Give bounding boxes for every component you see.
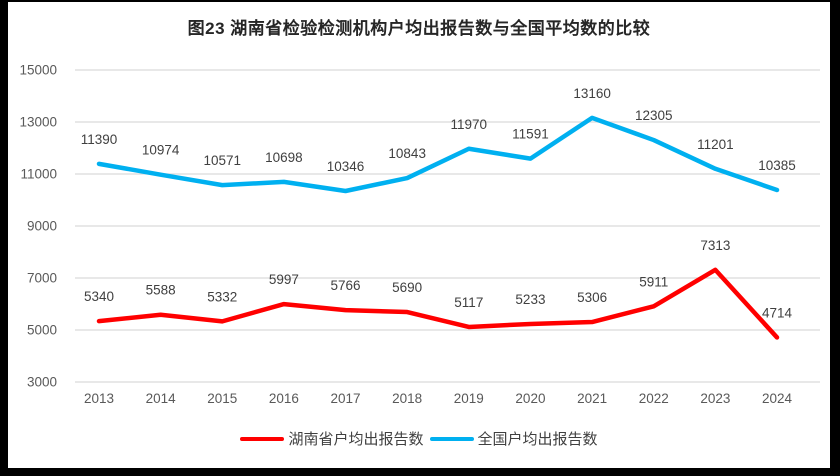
- legend-line-swatch-blue: [429, 436, 474, 441]
- x-axis-tick-label: 2018: [392, 391, 422, 406]
- chart-title: 图23 湖南省检验检测机构户均出报告数与全国平均数的比较: [187, 19, 651, 38]
- x-axis-tick-label: 2024: [762, 391, 793, 406]
- x-axis-tick-label: 2013: [84, 391, 114, 406]
- y-axis-tick-label: 7000: [27, 271, 57, 286]
- data-label: 5588: [146, 283, 176, 298]
- data-label: 10698: [265, 150, 303, 165]
- y-axis-tick-label: 3000: [27, 375, 57, 390]
- data-label: 10571: [203, 153, 241, 168]
- data-label: 5766: [331, 278, 361, 293]
- y-axis-tick-label: 5000: [27, 323, 57, 338]
- data-label: 13160: [573, 86, 611, 101]
- x-axis-tick-label: 2023: [700, 391, 730, 406]
- data-label: 11201: [697, 137, 734, 152]
- data-label: 5233: [515, 292, 545, 307]
- legend-item-hunan: 湖南省户均出报告数: [240, 428, 424, 449]
- x-axis-tick-label: 2022: [639, 391, 669, 406]
- x-axis-tick-label: 2017: [331, 391, 361, 406]
- x-axis-tick-label: 2014: [146, 391, 177, 406]
- data-label: 5690: [392, 280, 422, 295]
- chart-canvas: 图23 湖南省检验检测机构户均出报告数与全国平均数的比较 15000 13000 1…: [8, 2, 830, 468]
- line-chart: 15000 13000 11000 9000 7000 5000 3000 2013 2014 2…: [19, 63, 820, 406]
- legend-label-hunan: 湖南省户均出报告数: [288, 431, 424, 448]
- data-label: 10385: [758, 158, 796, 173]
- x-axis-tick-label: 2015: [207, 391, 237, 406]
- data-label: 5340: [84, 289, 114, 304]
- x-axis-tick-label: 2016: [269, 391, 299, 406]
- y-axis-tick-label: 11000: [20, 167, 57, 182]
- y-axis-tick-label: 9000: [27, 219, 57, 234]
- chart-legend: 湖南省户均出报告数 全国户均出报告数: [8, 428, 830, 449]
- legend-item-national: 全国户均出报告数: [429, 428, 598, 449]
- data-label: 5997: [269, 272, 299, 287]
- data-label: 4714: [762, 305, 793, 320]
- data-label: 5306: [577, 290, 607, 305]
- x-axis-tick-label: 2021: [577, 391, 607, 406]
- data-label: 10346: [327, 159, 365, 174]
- data-label: 5911: [639, 274, 668, 289]
- series-line-0: [96, 267, 780, 340]
- data-label: 5117: [454, 295, 483, 310]
- legend-label-national: 全国户均出报告数: [477, 431, 598, 448]
- y-axis-tick-label: 13000: [19, 115, 57, 130]
- data-label: 11970: [451, 117, 488, 132]
- x-axis-tick-label: 2019: [454, 391, 484, 406]
- legend-line-swatch-red: [240, 436, 285, 441]
- x-axis-tick-label: 2020: [515, 391, 545, 406]
- y-axis-tick-label: 15000: [19, 63, 57, 78]
- data-label: 12305: [635, 108, 673, 123]
- data-label: 7313: [700, 238, 730, 253]
- data-label: 5332: [207, 289, 237, 304]
- data-label: 10974: [142, 143, 180, 158]
- series-line-1: [96, 115, 780, 194]
- data-label: 10843: [388, 146, 426, 161]
- data-label: 11390: [81, 132, 118, 147]
- data-label: 11591: [512, 127, 549, 142]
